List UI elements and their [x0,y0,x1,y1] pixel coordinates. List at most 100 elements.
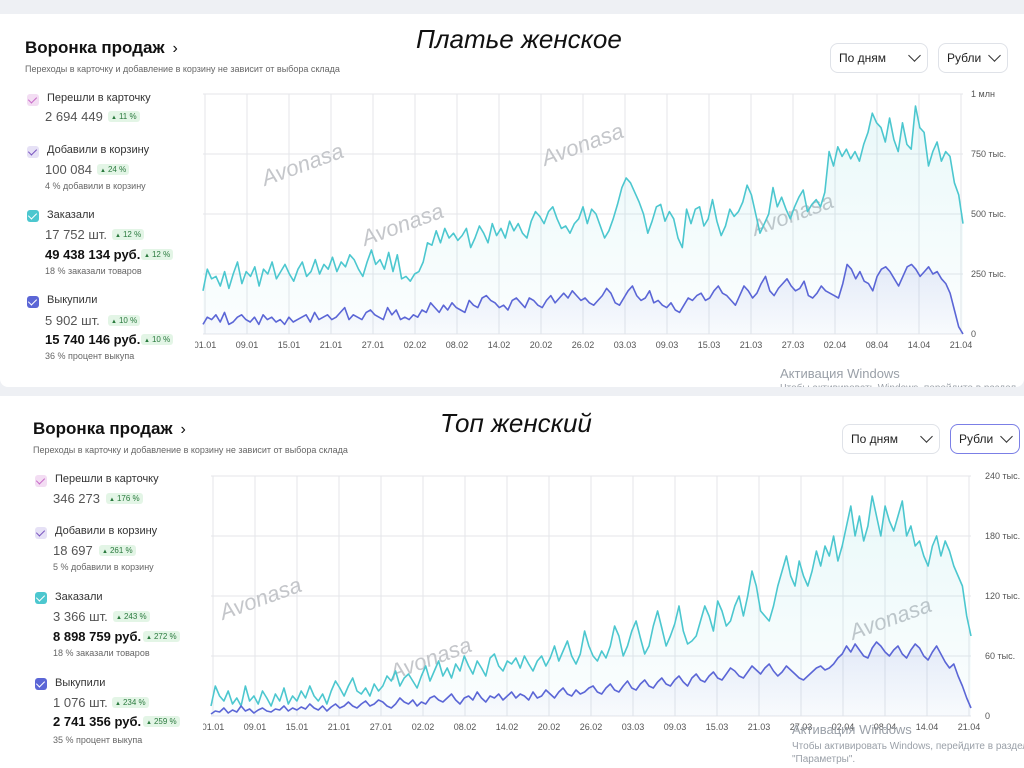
funnel-chart: 0 60 тыс. 120 тыс. 180 тыс. 240 тыс. 01.01 09.… [203,471,1020,732]
x-tick-label: 27.03 [782,340,805,350]
cart-checkbox[interactable] [27,146,39,158]
watermark: Avonasa [214,572,305,625]
bought-checkbox[interactable] [35,678,47,690]
currency-dropdown-label: Рубли [947,51,982,65]
y-tick-label: 500 тыс. [971,209,1006,219]
x-tick-label: 15.01 [286,722,309,732]
bought-qty-badge: 10 % [108,315,141,326]
bought-note: 36 % процент выкупа [45,351,135,361]
cart-label: Добавили в корзину [55,525,158,537]
ordered-checkbox[interactable] [35,592,47,604]
y-tick-label: 250 тыс. [971,269,1006,279]
currency-dropdown[interactable]: Рубли [950,424,1020,454]
funnel-subtitle: Переходы в карточку и добавление в корзи… [25,64,340,74]
cards-checkbox[interactable] [27,94,39,106]
chevron-down-icon [908,49,921,62]
product-title: Топ женский [440,408,592,438]
x-tick-label: 14.04 [908,340,931,350]
y-tick-label: 180 тыс. [985,531,1020,541]
bought-line [210,641,972,715]
ordered-sum: 49 438 134 руб. [45,247,141,262]
sales-funnel-panel: Топ женский Воронка продаж › Переходы в к… [0,396,1024,768]
cards-change-badge: 11 % [108,111,140,122]
bought-note: 35 % процент выкупа [53,735,143,745]
x-tick-label: 21.03 [748,722,771,732]
x-tick-label: 09.01 [244,722,267,732]
ordered-qty: 3 366 шт. [53,609,108,624]
x-tick-label: 27.01 [370,722,393,732]
ordered-sum-badge: 12 % [141,249,174,260]
series-area [203,106,963,334]
x-tick-label: 02.04 [824,340,847,350]
x-tick-label: 14.02 [488,340,511,350]
ordered-label: Заказали [47,209,95,221]
series-area [211,642,971,716]
funnel-title-label: Воронка продаж [25,38,165,57]
bought-sum: 15 740 146 руб. [45,332,141,347]
period-dropdown[interactable]: По дням [830,43,928,73]
cart-label: Добавили в корзину [47,144,150,156]
chevron-down-icon [1000,430,1013,443]
cards-label: Перешли в карточку [47,92,151,104]
windows-activation-title: Активация Windows [780,366,900,381]
bought-label: Выкупили [55,677,106,689]
ordered-qty-badge: 12 % [112,229,145,240]
x-tick-label: 08.04 [874,722,897,732]
x-tick-label: 14.02 [496,722,519,732]
x-tick-label: 03.03 [622,722,645,732]
bought-line [202,263,964,335]
x-tick-label: 02.04 [832,722,855,732]
ordered-sum: 8 898 759 руб. [53,629,142,644]
series-area [211,496,971,716]
bought-sum: 2 741 356 руб. [53,714,142,729]
bought-checkbox[interactable] [27,296,39,308]
windows-activation-text: Чтобы активировать Windows, перейдите в … [780,383,1016,387]
x-tick-label: 08.04 [866,340,889,350]
x-tick-label: 21.04 [950,340,973,350]
funnel-title-link[interactable]: Воронка продаж › [25,38,178,58]
y-tick-label: 60 тыс. [985,651,1015,661]
currency-dropdown[interactable]: Рубли [938,43,1008,73]
ordered-note: 18 % заказали товаров [45,266,142,276]
cards-checkbox[interactable] [35,475,47,487]
x-tick-label: 01.01 [203,722,224,732]
funnel-title-label: Воронка продаж [33,419,173,438]
x-tick-label: 08.02 [454,722,477,732]
y-tick-label: 1 млн [971,89,995,99]
x-tick-label: 14.04 [916,722,939,732]
period-dropdown-label: По дням [839,51,887,65]
watermark: Avonasa [536,118,627,171]
ordered-note: 18 % заказали товаров [53,648,150,658]
windows-activation-text-2: "Параметры". [792,754,856,765]
x-tick-label: 15.03 [706,722,729,732]
sales-funnel-panel: Платье женское Воронка продаж › Переходы … [0,14,1024,387]
windows-activation-title: Активация Windows [792,722,912,737]
x-tick-label: 02.02 [412,722,435,732]
cart-note: 5 % добавили в корзину [53,562,154,572]
chevron-right-icon: › [172,40,178,57]
bought-qty-badge: 234 % [112,697,149,708]
x-tick-label: 27.03 [790,722,813,732]
cart-checkbox[interactable] [35,527,47,539]
cart-value: 18 697 [53,543,93,558]
x-tick-label: 27.01 [362,340,385,350]
cards-change-badge: 176 % [106,493,143,504]
ordered-qty: 17 752 шт. [45,227,107,242]
watermark: Avonasa [256,138,347,191]
x-tick-label: 21.01 [320,340,343,350]
ordered-checkbox[interactable] [27,210,39,222]
cards-value: 2 694 449 [45,109,103,124]
funnel-subtitle: Переходы в карточку и добавление в корзи… [33,445,348,455]
x-tick-label: 20.02 [538,722,561,732]
x-tick-label: 21.01 [328,722,351,732]
x-tick-label: 26.02 [572,340,595,350]
funnel-title-link[interactable]: Воронка продаж › [33,419,186,439]
period-dropdown-label: По дням [851,432,899,446]
x-tick-label: 15.03 [698,340,721,350]
windows-activation-text: Чтобы активировать Windows, перейдите в … [792,741,1024,752]
x-tick-label: 09.03 [664,722,687,732]
cart-change-badge: 261 % [99,545,136,556]
x-tick-label: 21.03 [740,340,763,350]
period-dropdown[interactable]: По дням [842,424,940,454]
chevron-down-icon [988,49,1001,62]
